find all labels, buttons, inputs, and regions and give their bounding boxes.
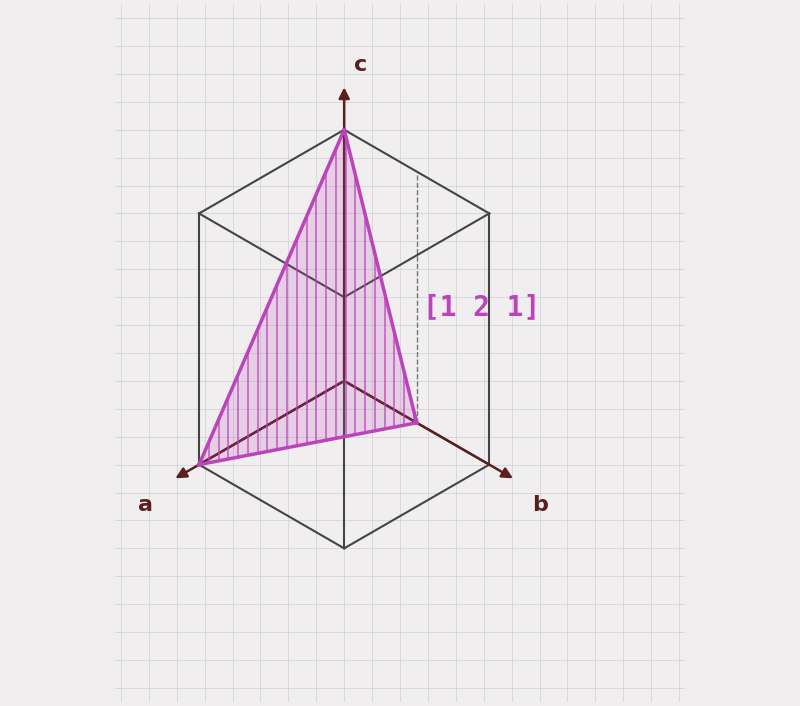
Polygon shape <box>199 130 417 465</box>
Text: b: b <box>533 495 549 515</box>
Text: c: c <box>354 55 367 75</box>
Text: [1 2 1]: [1 2 1] <box>423 294 540 321</box>
Text: a: a <box>138 495 153 515</box>
